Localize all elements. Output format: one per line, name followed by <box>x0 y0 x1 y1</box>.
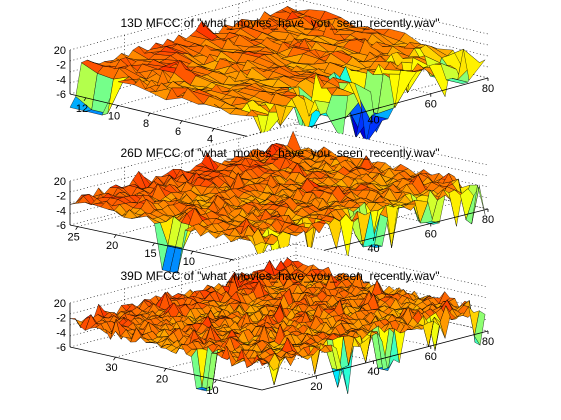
y-tick <box>147 112 151 117</box>
mfcc-surface <box>69 131 486 274</box>
y-tick <box>190 251 194 255</box>
y-tick <box>163 368 167 372</box>
x-tick-label: 60 <box>425 351 437 363</box>
z-tick-label: 20 <box>54 45 66 57</box>
z-tick-label: -2 <box>56 60 66 72</box>
y-gridline-floor <box>231 202 458 260</box>
z-gridline <box>69 123 489 182</box>
y-tick <box>179 120 183 125</box>
y-gridline-floor <box>154 185 381 244</box>
y-gridline-floor <box>149 50 377 114</box>
axis-edge <box>69 224 263 267</box>
y-tick-label: 25 <box>68 232 80 244</box>
axis-edge <box>261 330 489 391</box>
y-gridline-floor <box>117 43 345 106</box>
y-gridline-floor <box>115 297 342 358</box>
plot-title: 26D MFCC of "what_movies_have_you_seen_r… <box>120 146 439 160</box>
y-tick-label: 6 <box>175 126 181 138</box>
y-tick-label: 20 <box>156 374 168 386</box>
x-tick-label: 20 <box>310 381 322 393</box>
x-tick-label: 40 <box>367 114 379 126</box>
y-gridline-floor <box>116 177 343 236</box>
y-tick <box>115 105 119 109</box>
axis-edge <box>69 93 263 141</box>
y-gridline-floor <box>213 66 441 129</box>
mfcc-plot-2: 20-2-4-62040608025201510526D MFCC of "wh… <box>54 123 494 276</box>
y-tick <box>214 379 217 384</box>
x-tick-label: 80 <box>482 83 494 95</box>
z-gridline <box>69 134 489 193</box>
z-tick-label: -4 <box>56 74 66 86</box>
plot-title: 13D MFCC of "what_movies_have_you_seen_r… <box>120 16 439 30</box>
y-gridline-floor <box>85 35 313 99</box>
mfcc-surface <box>69 257 486 395</box>
x-tick-label: 40 <box>367 243 379 255</box>
y-gridline-floor <box>192 193 419 252</box>
y-tick-label: 30 <box>105 362 117 374</box>
y-tick <box>113 356 116 361</box>
surface-patch <box>328 217 343 250</box>
y-tick-label: 4 <box>207 134 213 146</box>
y-tick-label: 10 <box>108 111 120 123</box>
y-tick-label: 12 <box>76 103 88 115</box>
x-tick-label: 40 <box>367 366 379 378</box>
y-tick <box>211 128 215 132</box>
y-gridline-floor <box>181 58 409 122</box>
plot-title: 39D MFCC of "what_movies_have_you_seen_r… <box>120 269 439 283</box>
y-tick <box>83 97 87 102</box>
y-tick-label: 20 <box>106 240 118 252</box>
y-gridline-floor <box>77 169 304 227</box>
y-tick-label: 10 <box>183 256 195 268</box>
z-tick-label: -4 <box>56 205 66 217</box>
z-tick-label: -2 <box>56 313 66 325</box>
x-tick-label: 60 <box>425 228 437 240</box>
mfcc-surface <box>69 6 486 144</box>
mfcc-plot-1: 20-2-4-6204060801210864213D MFCC of "wha… <box>54 0 494 153</box>
x-tick-label: 80 <box>482 336 494 348</box>
surface-patch <box>471 184 486 225</box>
x-tick-label: 80 <box>482 214 494 226</box>
z-tick-label: 20 <box>54 176 66 188</box>
y-tick-label: 10 <box>206 385 218 397</box>
x-tick-label: 60 <box>425 99 437 111</box>
y-gridline-floor <box>245 73 473 137</box>
y-tick <box>113 234 117 239</box>
z-gridline <box>69 243 489 304</box>
y-tick-label: 15 <box>144 248 156 260</box>
z-tick-label: -6 <box>56 220 66 232</box>
z-tick-label: -6 <box>56 342 66 354</box>
z-tick-label: -4 <box>56 327 66 339</box>
z-tick-label: -6 <box>56 89 66 101</box>
y-gridline-floor <box>216 320 443 381</box>
surface-patch <box>463 49 486 81</box>
z-tick-label: -2 <box>56 191 66 203</box>
surface-patch <box>474 310 486 346</box>
y-tick-label: 8 <box>143 118 149 130</box>
y-tick <box>75 226 79 230</box>
z-tick-label: 20 <box>54 298 66 310</box>
z-gridline <box>69 254 489 315</box>
y-tick <box>152 242 155 247</box>
